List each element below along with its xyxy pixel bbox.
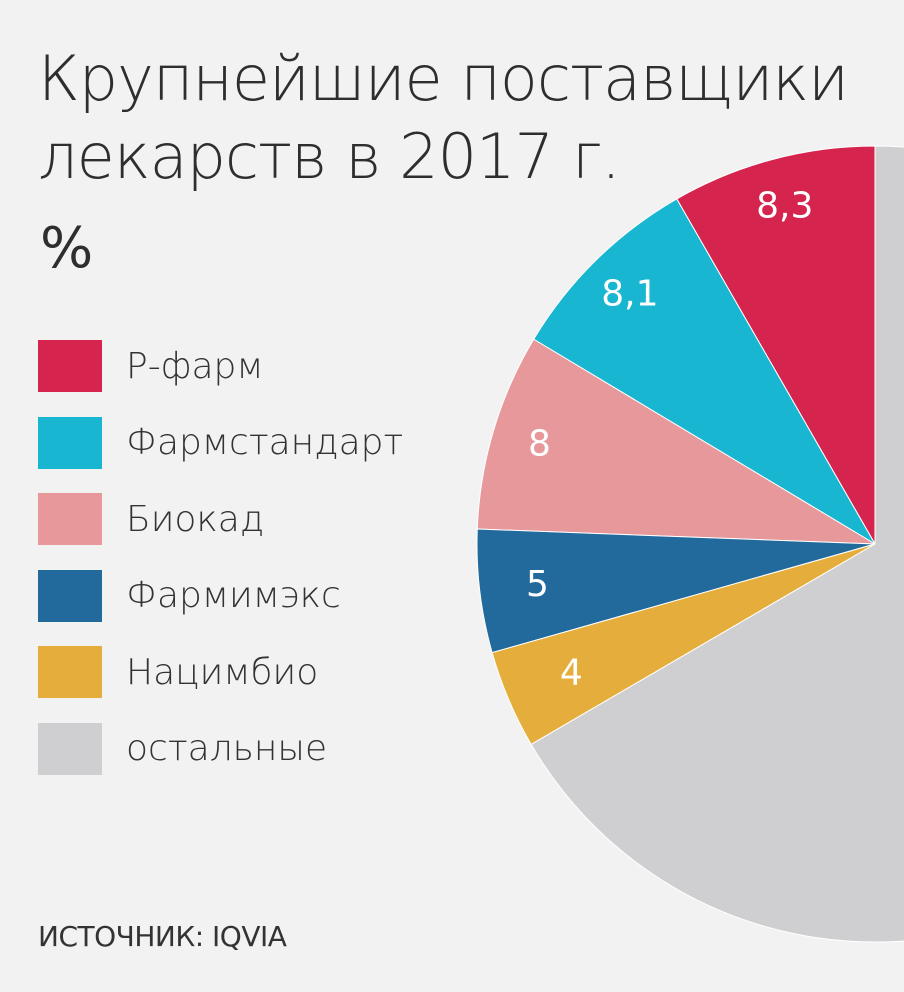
chart-title: Крупнейшие поставщики лекарств в 2017 г. xyxy=(38,40,868,196)
legend-swatch-others xyxy=(38,722,102,775)
slice-label-farmstandart: 8,1 xyxy=(601,274,658,315)
legend-swatch-farmstandart xyxy=(38,416,102,469)
slice-label-biokad: 8 xyxy=(528,424,551,465)
pie-slice-biokad xyxy=(476,338,876,545)
legend-label-others: остальные xyxy=(126,728,328,770)
legend-label-farmstandart: Фармстандарт xyxy=(126,422,404,464)
legend-item-others: остальные xyxy=(38,711,403,788)
legend-swatch-r-farm xyxy=(38,340,102,393)
legend-item-natsimbio: Нацимбио xyxy=(38,634,403,711)
legend-label-r-farm: Р-фарм xyxy=(126,345,264,387)
legend-item-farmstandart: Фармстандарт xyxy=(38,405,403,482)
chart-legend: Р-фарм Фармстандарт Биокад Фармимэкс Нац… xyxy=(38,328,403,787)
legend-item-r-farm: Р-фарм xyxy=(38,328,403,405)
legend-item-biokad: Биокад xyxy=(38,481,403,558)
legend-label-farmimeks: Фармимэкс xyxy=(126,575,341,617)
source-note: ИСТОЧНИК: IQVIA xyxy=(38,920,287,953)
slice-label-farmimeks: 5 xyxy=(526,564,549,605)
slice-label-natsimbio: 4 xyxy=(560,653,583,694)
legend-item-farmimeks: Фармимэкс xyxy=(38,558,403,635)
legend-label-biokad: Биокад xyxy=(126,498,265,540)
chart-title-line-2: лекарств в 2017 г. xyxy=(38,120,621,193)
pie-slice-others xyxy=(530,145,904,943)
legend-swatch-biokad xyxy=(38,493,102,546)
legend-swatch-natsimbio xyxy=(38,646,102,699)
chart-title-line-1: Крупнейшие поставщики xyxy=(38,42,849,115)
unit-label: % xyxy=(40,216,94,281)
slice-label-r-farm: 8,3 xyxy=(756,185,813,226)
legend-label-natsimbio: Нацимбио xyxy=(126,651,319,693)
legend-swatch-farmimeks xyxy=(38,569,102,622)
pie-slice-r-farm xyxy=(676,145,876,546)
pie-slice-farmstandart xyxy=(533,198,877,546)
